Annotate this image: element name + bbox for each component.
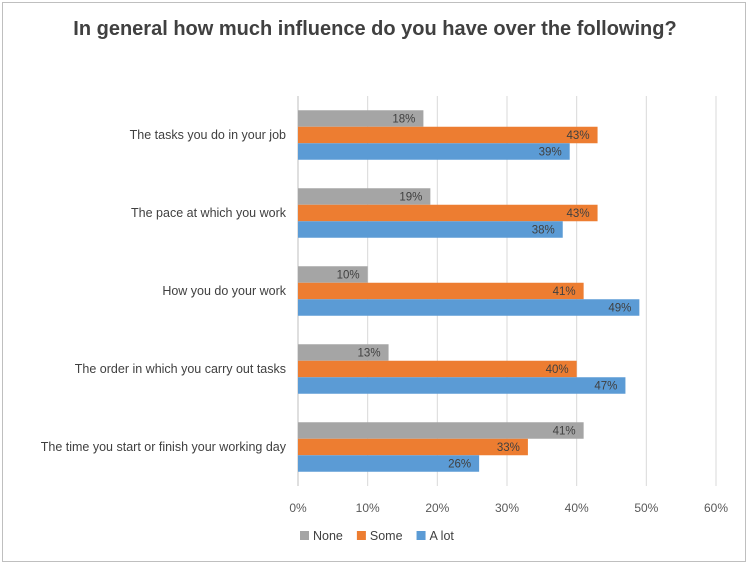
bar-none bbox=[298, 344, 389, 361]
x-tick-label: 50% bbox=[634, 501, 658, 515]
legend-swatch bbox=[356, 531, 366, 540]
category-label: How you do your work bbox=[162, 284, 286, 298]
legend-label: None bbox=[313, 529, 343, 543]
data-label: 39% bbox=[539, 147, 562, 159]
x-tick-label: 40% bbox=[565, 501, 589, 515]
bar-a-lot bbox=[298, 143, 570, 160]
x-tick-label: 20% bbox=[425, 501, 449, 515]
legend-label: Some bbox=[370, 529, 403, 543]
data-label: 47% bbox=[594, 381, 617, 393]
data-label: 18% bbox=[392, 114, 415, 126]
data-label: 41% bbox=[553, 426, 576, 438]
bar-some bbox=[298, 126, 598, 144]
bar-a-lot bbox=[298, 299, 640, 316]
category-label: The tasks you do in your job bbox=[130, 128, 286, 142]
category-label: The pace at which you work bbox=[131, 206, 287, 220]
bar-none bbox=[298, 110, 424, 127]
bar-a-lot bbox=[298, 377, 626, 394]
data-label: 13% bbox=[358, 348, 381, 360]
data-label: 38% bbox=[532, 225, 555, 237]
data-label: 33% bbox=[497, 442, 520, 454]
category-label: The order in which you carry out tasks bbox=[75, 362, 286, 376]
data-label: 43% bbox=[567, 130, 590, 142]
data-label: 49% bbox=[608, 303, 631, 315]
x-tick-label: 60% bbox=[704, 501, 728, 515]
legend-label: A lot bbox=[430, 529, 455, 543]
tick-labels: 0% 10% 20% 30% 40% 50% 60% bbox=[289, 501, 728, 515]
x-tick-label: 10% bbox=[356, 501, 380, 515]
bar-some bbox=[298, 438, 528, 456]
bars: 18% 43% 39% 19% 43% 38% 10% 41% 49% 13% 40% 47% 41% 3… bbox=[298, 110, 640, 472]
bar-some bbox=[298, 282, 584, 300]
bar-none bbox=[298, 422, 584, 439]
data-label: 26% bbox=[448, 459, 471, 471]
data-label: 40% bbox=[546, 364, 569, 376]
bar-a-lot bbox=[298, 455, 480, 472]
legend-swatch bbox=[416, 531, 426, 540]
bar-a-lot bbox=[298, 221, 563, 238]
x-tick-label: 0% bbox=[289, 501, 307, 515]
legend: None Some A lot bbox=[300, 529, 454, 543]
data-label: 41% bbox=[553, 286, 576, 298]
bar-none bbox=[298, 266, 368, 283]
chart-title: In general how much influence do you hav… bbox=[73, 18, 677, 40]
legend-swatch bbox=[300, 531, 309, 540]
bar-some bbox=[298, 360, 577, 378]
data-label: 19% bbox=[399, 192, 422, 204]
bar-none bbox=[298, 188, 431, 205]
x-tick-label: 30% bbox=[495, 501, 519, 515]
category-label: The time you start or finish your workin… bbox=[41, 440, 287, 454]
category-labels: The tasks you do in your job The pace at … bbox=[41, 128, 287, 454]
data-label: 10% bbox=[337, 270, 360, 282]
bar-some bbox=[298, 204, 598, 222]
data-label: 43% bbox=[567, 208, 590, 220]
